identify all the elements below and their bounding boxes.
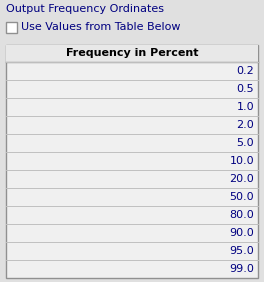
Text: 0.5: 0.5 xyxy=(236,84,254,94)
Text: Output Frequency Ordinates: Output Frequency Ordinates xyxy=(6,4,164,14)
Text: Frequency in Percent: Frequency in Percent xyxy=(66,49,198,58)
Text: 90.0: 90.0 xyxy=(229,228,254,238)
Text: 10.0: 10.0 xyxy=(229,156,254,166)
Text: 80.0: 80.0 xyxy=(229,210,254,220)
Text: 50.0: 50.0 xyxy=(229,192,254,202)
Bar xyxy=(6,45,258,62)
Text: 20.0: 20.0 xyxy=(229,174,254,184)
Text: Use Values from Table Below: Use Values from Table Below xyxy=(21,23,181,32)
Text: 1.0: 1.0 xyxy=(236,102,254,112)
Text: 95.0: 95.0 xyxy=(229,246,254,256)
Bar xyxy=(6,45,258,278)
Text: 2.0: 2.0 xyxy=(236,120,254,130)
Text: 5.0: 5.0 xyxy=(236,138,254,148)
Bar xyxy=(6,22,17,33)
Text: 99.0: 99.0 xyxy=(229,264,254,274)
Text: 0.2: 0.2 xyxy=(236,66,254,76)
